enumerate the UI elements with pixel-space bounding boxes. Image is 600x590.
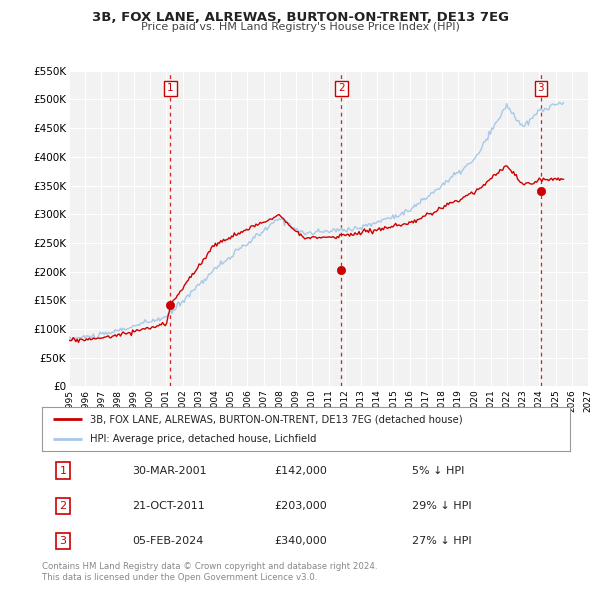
Text: 27% ↓ HPI: 27% ↓ HPI <box>412 536 471 546</box>
Text: 3B, FOX LANE, ALREWAS, BURTON-ON-TRENT, DE13 7EG: 3B, FOX LANE, ALREWAS, BURTON-ON-TRENT, … <box>91 11 509 24</box>
Text: 05-FEB-2024: 05-FEB-2024 <box>132 536 203 546</box>
Text: 3: 3 <box>59 536 67 546</box>
Text: 21-OCT-2011: 21-OCT-2011 <box>132 501 205 511</box>
Text: 2: 2 <box>338 83 345 93</box>
Text: 2: 2 <box>59 501 67 511</box>
Text: £203,000: £203,000 <box>274 501 327 511</box>
Text: 1: 1 <box>167 83 173 93</box>
Text: 29% ↓ HPI: 29% ↓ HPI <box>412 501 471 511</box>
Text: 3B, FOX LANE, ALREWAS, BURTON-ON-TRENT, DE13 7EG (detached house): 3B, FOX LANE, ALREWAS, BURTON-ON-TRENT, … <box>89 414 462 424</box>
Text: £340,000: £340,000 <box>274 536 327 546</box>
Text: 30-MAR-2001: 30-MAR-2001 <box>132 466 206 476</box>
Text: 1: 1 <box>59 466 67 476</box>
Text: £142,000: £142,000 <box>274 466 327 476</box>
Text: 5% ↓ HPI: 5% ↓ HPI <box>412 466 464 476</box>
Text: Contains HM Land Registry data © Crown copyright and database right 2024.
This d: Contains HM Land Registry data © Crown c… <box>42 562 377 582</box>
Text: 3: 3 <box>538 83 544 93</box>
Text: HPI: Average price, detached house, Lichfield: HPI: Average price, detached house, Lich… <box>89 434 316 444</box>
Text: Price paid vs. HM Land Registry's House Price Index (HPI): Price paid vs. HM Land Registry's House … <box>140 22 460 32</box>
